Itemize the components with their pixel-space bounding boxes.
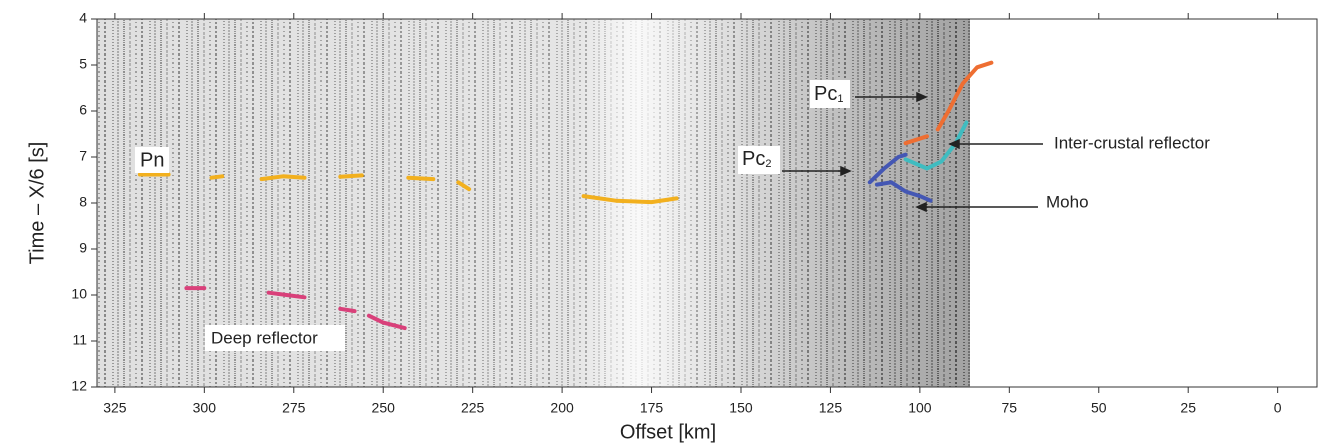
arrowhead xyxy=(915,201,927,213)
x-tick-label: 325 xyxy=(103,400,127,416)
x-tick-label: 125 xyxy=(819,400,843,416)
annotation-text: Pc xyxy=(742,148,765,170)
y-tick-label: 7 xyxy=(79,148,87,164)
annotation: Pc2 xyxy=(742,148,771,170)
annotation-sub: 2 xyxy=(765,158,771,170)
y-tick-label: 5 xyxy=(79,56,87,72)
annotation-text: Pc xyxy=(814,83,837,105)
annotation: Deep reflector xyxy=(211,328,318,347)
label-box xyxy=(738,146,780,174)
phase-pick xyxy=(874,180,933,203)
x-tick-label: 300 xyxy=(193,400,217,416)
annotation: Pn xyxy=(140,149,164,171)
phase-pick xyxy=(903,120,969,171)
x-tick-label: 50 xyxy=(1091,400,1107,416)
annotation-sub: 1 xyxy=(837,93,843,105)
annotation: Inter-crustal reflector xyxy=(1054,133,1210,152)
phase-pick xyxy=(184,286,407,331)
y-tick-label: 12 xyxy=(71,378,87,394)
y-tick-label: 4 xyxy=(79,10,87,26)
arrowhead xyxy=(916,91,928,103)
y-tick-label: 9 xyxy=(79,240,87,256)
phase-pick xyxy=(867,152,908,185)
phase-pick xyxy=(903,60,994,146)
label-box xyxy=(135,147,169,173)
x-tick-label: 100 xyxy=(908,400,932,416)
x-tick-label: 75 xyxy=(1002,400,1018,416)
x-tick-label: 0 xyxy=(1274,400,1282,416)
x-tick-label: 150 xyxy=(729,400,753,416)
x-tick-label: 250 xyxy=(372,400,396,416)
label-box xyxy=(205,325,345,351)
label-box xyxy=(810,80,850,108)
x-tick-label: 200 xyxy=(550,400,574,416)
marks xyxy=(137,60,994,331)
y-axis-label: Time – X/6 [s] xyxy=(26,142,48,265)
annotation: Pc1 xyxy=(814,83,843,105)
annotation: Moho xyxy=(1046,192,1089,211)
phase-pick xyxy=(137,172,679,205)
x-axis-label: Offset [km] xyxy=(620,421,716,443)
x-tick-label: 175 xyxy=(640,400,664,416)
arrowhead xyxy=(840,165,852,177)
y-tick-label: 11 xyxy=(72,332,87,348)
y-tick-label: 8 xyxy=(79,194,87,210)
x-tick-label: 25 xyxy=(1180,400,1196,416)
x-tick-label: 275 xyxy=(282,400,306,416)
x-tick-label: 225 xyxy=(461,400,485,416)
arrowhead xyxy=(948,138,960,150)
y-tick-label: 10 xyxy=(71,286,87,302)
y-tick-label: 6 xyxy=(79,102,87,118)
annotations xyxy=(135,80,1043,351)
